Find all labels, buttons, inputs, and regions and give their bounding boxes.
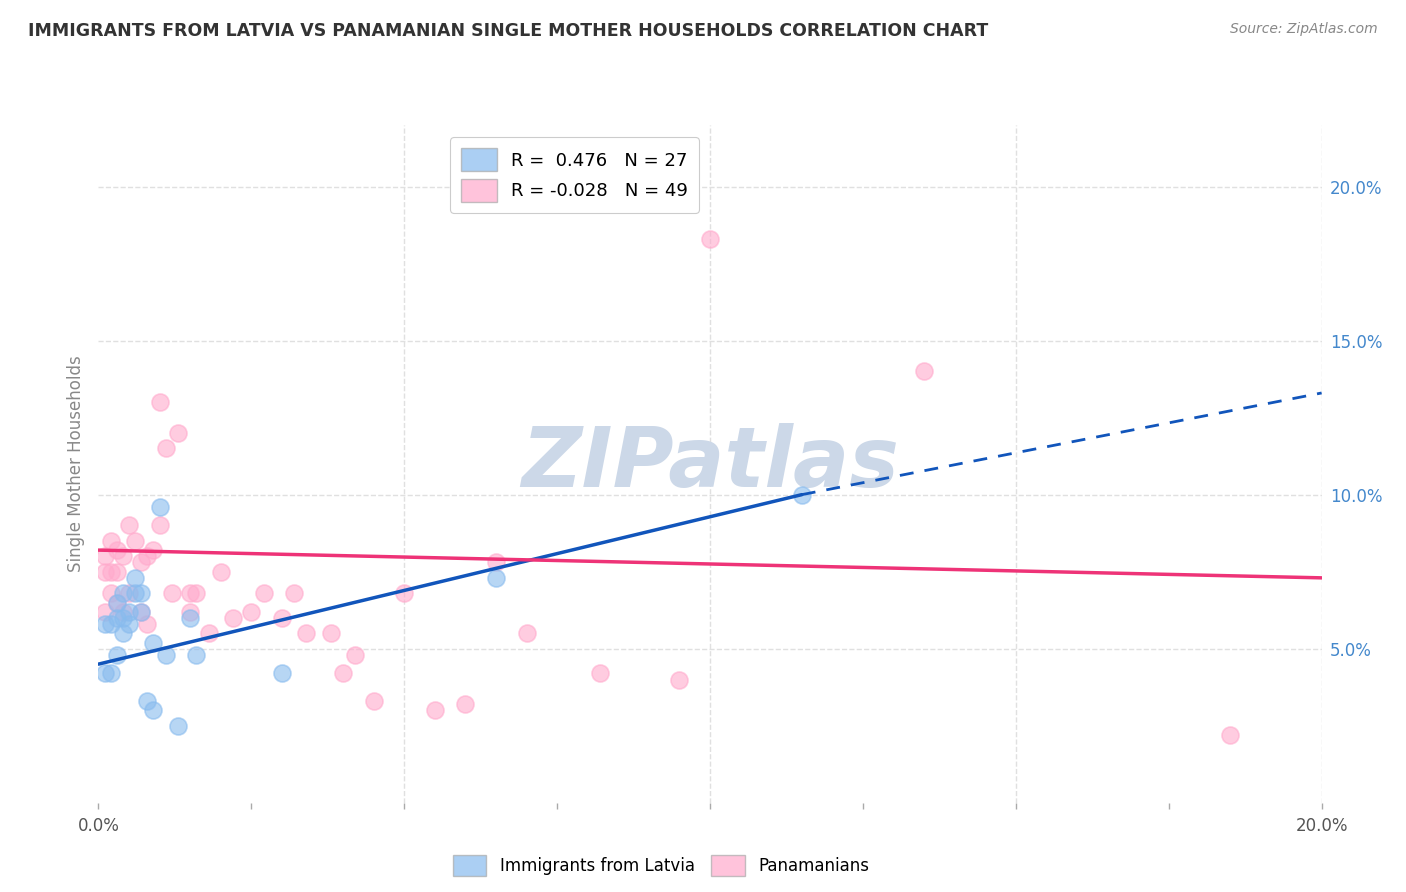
- Point: [129, 586, 152, 600]
- Point: [142, 635, 165, 649]
- Point: [344, 648, 367, 662]
- Point: [142, 543, 165, 558]
- Point: [105, 648, 128, 662]
- Point: [699, 232, 721, 246]
- Point: [423, 703, 446, 717]
- Point: [136, 549, 159, 564]
- Point: [179, 611, 201, 625]
- Point: [160, 586, 183, 600]
- Point: [118, 586, 141, 600]
- Point: [186, 586, 208, 600]
- Point: [93, 605, 115, 619]
- Point: [93, 666, 115, 681]
- Point: [124, 571, 146, 585]
- Point: [167, 425, 190, 440]
- Point: [155, 648, 177, 662]
- Point: [136, 694, 159, 708]
- Point: [912, 364, 935, 378]
- Point: [100, 617, 122, 632]
- Point: [363, 694, 385, 708]
- Point: [129, 605, 152, 619]
- Point: [124, 533, 146, 548]
- Point: [252, 586, 274, 600]
- Point: [270, 666, 292, 681]
- Point: [93, 617, 115, 632]
- Point: [111, 605, 134, 619]
- Point: [319, 626, 342, 640]
- Point: [136, 617, 159, 632]
- Point: [124, 586, 146, 600]
- Text: IMMIGRANTS FROM LATVIA VS PANAMANIAN SINGLE MOTHER HOUSEHOLDS CORRELATION CHART: IMMIGRANTS FROM LATVIA VS PANAMANIAN SIN…: [28, 22, 988, 40]
- Legend: Immigrants from Latvia, Panamanians: Immigrants from Latvia, Panamanians: [447, 848, 876, 882]
- Point: [179, 586, 201, 600]
- Point: [105, 595, 128, 609]
- Point: [93, 565, 115, 579]
- Point: [186, 648, 208, 662]
- Point: [197, 626, 219, 640]
- Point: [129, 556, 152, 570]
- Point: [100, 666, 122, 681]
- Point: [295, 626, 318, 640]
- Point: [240, 605, 263, 619]
- Point: [118, 605, 141, 619]
- Text: ZIPatlas: ZIPatlas: [522, 424, 898, 504]
- Point: [142, 703, 165, 717]
- Point: [118, 617, 141, 632]
- Point: [118, 518, 141, 533]
- Point: [100, 565, 122, 579]
- Point: [270, 611, 292, 625]
- Point: [149, 518, 172, 533]
- Point: [111, 626, 134, 640]
- Point: [179, 605, 201, 619]
- Point: [222, 611, 245, 625]
- Point: [485, 556, 508, 570]
- Point: [111, 611, 134, 625]
- Point: [111, 549, 134, 564]
- Point: [129, 605, 152, 619]
- Point: [485, 571, 508, 585]
- Text: Source: ZipAtlas.com: Source: ZipAtlas.com: [1230, 22, 1378, 37]
- Point: [105, 595, 128, 609]
- Point: [1219, 728, 1241, 742]
- Point: [283, 586, 305, 600]
- Point: [105, 543, 128, 558]
- Point: [105, 565, 128, 579]
- Point: [93, 549, 115, 564]
- Point: [668, 673, 690, 687]
- Point: [790, 488, 813, 502]
- Point: [111, 586, 134, 600]
- Point: [589, 666, 612, 681]
- Point: [100, 586, 122, 600]
- Point: [332, 666, 354, 681]
- Y-axis label: Single Mother Households: Single Mother Households: [66, 356, 84, 572]
- Point: [392, 586, 416, 600]
- Point: [149, 395, 172, 409]
- Point: [209, 565, 232, 579]
- Point: [454, 697, 477, 711]
- Point: [167, 719, 190, 733]
- Point: [516, 626, 538, 640]
- Point: [155, 442, 177, 456]
- Point: [100, 533, 122, 548]
- Point: [149, 500, 172, 514]
- Point: [105, 611, 128, 625]
